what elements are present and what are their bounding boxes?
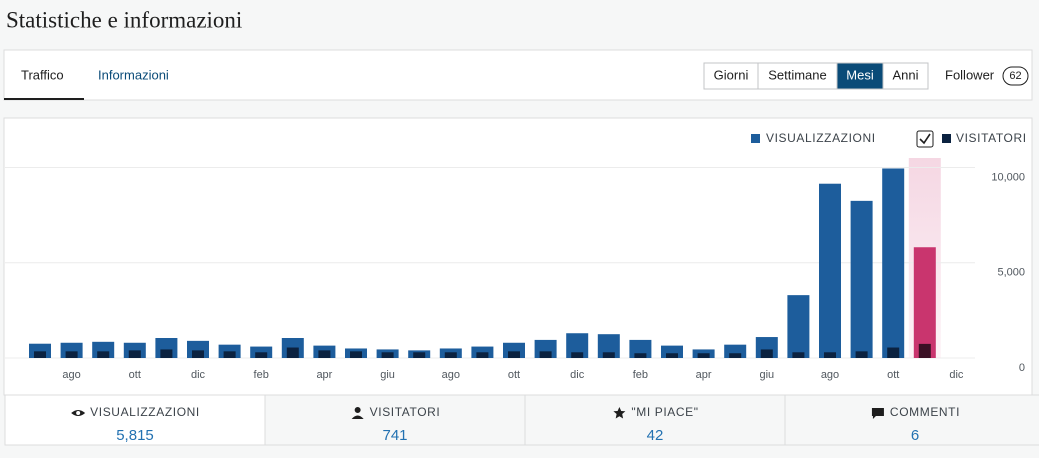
bar[interactable] <box>350 351 362 358</box>
bar[interactable] <box>729 353 742 358</box>
bar[interactable] <box>824 352 836 358</box>
bar[interactable] <box>539 351 552 358</box>
bar[interactable] <box>792 352 805 358</box>
summary-tab[interactable] <box>524 394 786 446</box>
bar[interactable] <box>602 352 615 358</box>
bar[interactable] <box>787 295 810 358</box>
bar[interactable] <box>913 247 936 358</box>
x-tick-label: feb <box>254 369 269 381</box>
bar[interactable] <box>887 347 900 358</box>
bar[interactable] <box>65 351 78 358</box>
summary-label[interactable]: VISITATORI <box>370 405 441 419</box>
legend-label: VISUALIZZAZIONI <box>766 131 876 145</box>
bar[interactable] <box>192 350 204 358</box>
x-tick-label: ott <box>508 369 520 381</box>
summary-label[interactable]: "MI PIACE" <box>631 405 698 419</box>
summary-tab[interactable] <box>784 394 1039 446</box>
summary-label[interactable]: VISUALIZZAZIONI <box>90 405 200 419</box>
legend-swatch <box>751 134 760 143</box>
x-tick-label: ago <box>62 369 80 381</box>
y-tick-label: 10,000 <box>991 171 1025 183</box>
bar[interactable] <box>819 183 841 358</box>
x-tick-label: giu <box>380 369 395 381</box>
legend-checkbox[interactable] <box>916 130 934 148</box>
summary-icon <box>71 410 86 416</box>
summary-value[interactable]: 42 <box>647 427 664 444</box>
x-tick-label: ago <box>442 369 460 381</box>
summary-icon <box>871 408 884 419</box>
summary-value[interactable]: 741 <box>382 427 407 444</box>
x-tick-label: ago <box>821 369 839 381</box>
summary-icon <box>351 407 364 419</box>
x-tick-label: apr <box>316 369 332 381</box>
chart: 0 5,000 10,000 VISUALIZZAZIONI VISITATORI ago… <box>5 130 1027 381</box>
bar[interactable] <box>476 352 489 358</box>
bar[interactable] <box>413 352 426 358</box>
x-tick-label: giu <box>759 369 774 381</box>
follower-badge <box>1002 66 1029 86</box>
period-label[interactable]: Mesi <box>846 67 874 82</box>
summary-tab[interactable] <box>4 394 266 446</box>
bar[interactable] <box>97 351 110 358</box>
bar[interactable] <box>566 333 589 358</box>
bar[interactable] <box>666 353 678 358</box>
x-tick-label: ott <box>129 369 141 381</box>
period-buttons: Giorni Settimane Mesi Anni <box>703 62 929 90</box>
tab-underline <box>4 98 84 100</box>
checkmark <box>919 133 931 145</box>
follower-label[interactable]: Follower <box>945 67 995 82</box>
follower-count: 62 <box>1009 70 1021 82</box>
summary-label[interactable]: COMMENTI <box>890 405 960 419</box>
legend-label: VISITATORI <box>956 131 1027 145</box>
period-button[interactable] <box>757 62 838 90</box>
bar[interactable] <box>34 351 46 358</box>
bar[interactable] <box>850 200 873 358</box>
bar[interactable] <box>634 353 647 358</box>
summary-icon <box>613 407 626 419</box>
summary-tabs: VISUALIZZAZIONI 5,815 VISITATORI 741 "MI PIA… <box>4 394 1039 446</box>
bar[interactable] <box>128 350 141 358</box>
period-label[interactable]: Giorni <box>714 67 749 82</box>
bar[interactable] <box>223 351 236 358</box>
bar[interactable] <box>760 349 773 358</box>
bar[interactable] <box>918 343 931 358</box>
page-title: Statistiche e informazioni <box>6 7 242 32</box>
x-tick-label: dic <box>191 369 206 381</box>
x-tick-label: dic <box>949 369 964 381</box>
x-tick-label: ott <box>887 369 899 381</box>
bar[interactable] <box>255 352 268 358</box>
x-tick-label: apr <box>696 369 712 381</box>
bar[interactable] <box>697 353 710 358</box>
y-tick-label: 0 <box>1019 362 1025 374</box>
tab[interactable]: Traffico <box>21 67 64 82</box>
bar[interactable] <box>571 352 584 358</box>
bar[interactable] <box>597 334 620 358</box>
tab[interactable]: Informazioni <box>98 67 169 82</box>
bar[interactable] <box>286 347 299 358</box>
legend-swatch <box>942 134 951 143</box>
y-tick-label: 5,000 <box>997 267 1025 279</box>
bar[interactable] <box>444 352 457 358</box>
period-label[interactable]: Settimane <box>768 67 827 82</box>
bar[interactable] <box>855 351 868 358</box>
period-button[interactable] <box>703 62 759 90</box>
x-tick-label: dic <box>570 369 585 381</box>
period-label[interactable]: Anni <box>892 67 918 82</box>
summary-value[interactable]: 6 <box>911 427 919 444</box>
period-button[interactable] <box>836 62 884 90</box>
bar[interactable] <box>160 349 173 358</box>
period-button[interactable] <box>882 62 929 90</box>
bar[interactable] <box>508 351 520 358</box>
summary-value[interactable]: 5,815 <box>116 427 154 444</box>
bar[interactable] <box>882 168 905 358</box>
bar[interactable] <box>381 352 394 358</box>
bar[interactable] <box>318 350 331 358</box>
x-tick-label: feb <box>633 369 648 381</box>
